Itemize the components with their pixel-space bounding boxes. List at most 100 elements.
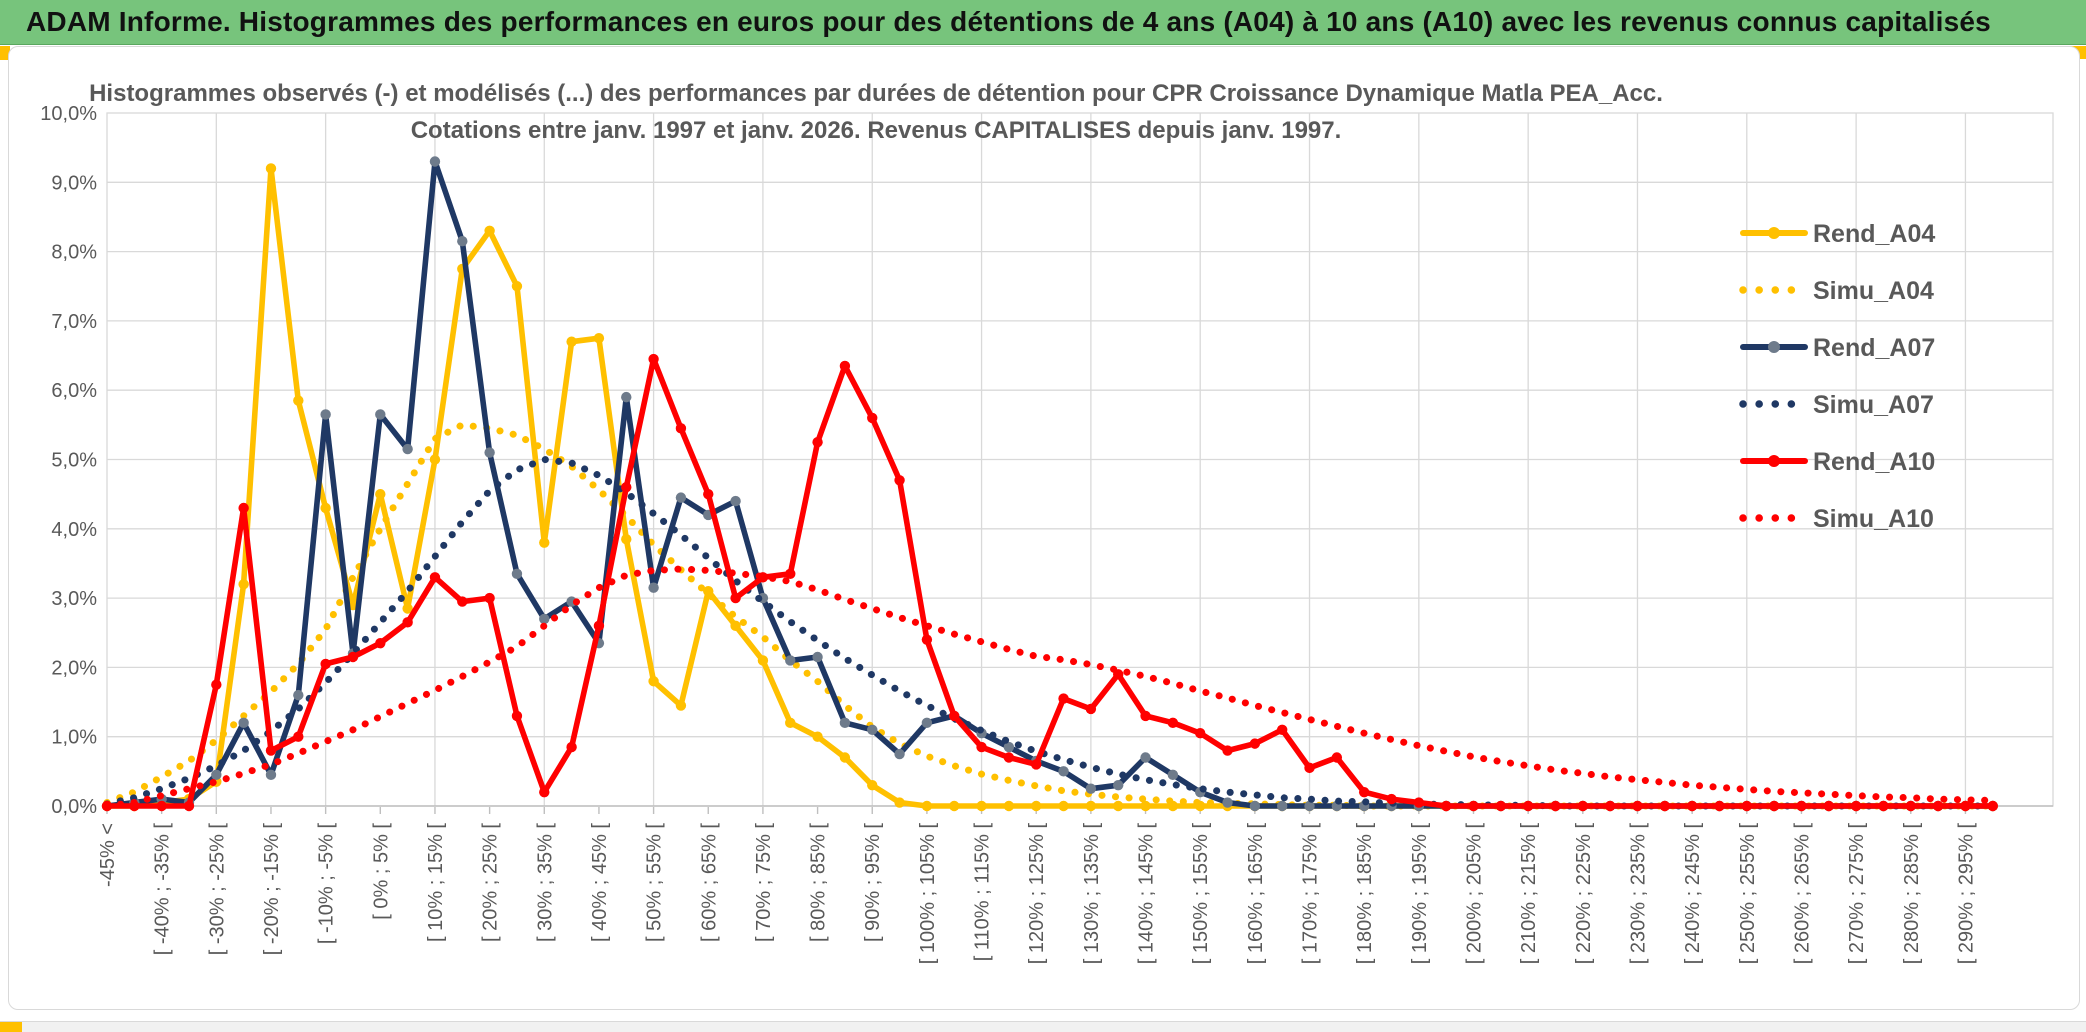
series-marker-Rend_A04 <box>402 603 413 614</box>
series-marker-Rend_A04 <box>593 333 605 344</box>
x-axis-tick-label: [ 40% ; 45% [ <box>589 823 611 942</box>
series-marker-Rend_A07 <box>293 689 304 701</box>
header-bar: ADAM Informe. Histogrammes des performan… <box>0 0 2086 45</box>
series-marker-Rend_A10 <box>1850 800 1862 812</box>
scrollbar-thumb[interactable] <box>0 1022 22 1032</box>
x-axis-tick-label: [ -10% ; -5% [ <box>316 823 338 945</box>
series-marker-Rend_A07 <box>1113 780 1124 791</box>
series-line-Simu_A04[interactable] <box>103 421 1997 810</box>
series-marker-Rend_A04 <box>1085 800 1097 812</box>
legend-item-Simu_A07[interactable]: Simu_A07 <box>1739 391 1934 419</box>
x-axis-tick-label: [ 270% ; 275% [ <box>1846 823 1868 965</box>
series-marker-Rend_A07 <box>429 156 441 167</box>
series-marker-Rend_A10 <box>183 800 195 812</box>
series-marker-Rend_A10 <box>839 360 851 372</box>
series-marker-Rend_A10 <box>976 741 987 753</box>
series-marker-Rend_A10 <box>1276 724 1288 735</box>
series-marker-Rend_A10 <box>1796 800 1807 812</box>
series-marker-Rend_A04 <box>1140 800 1151 812</box>
series-marker-Rend_A10 <box>511 710 523 722</box>
legend-item-Simu_A10[interactable]: Simu_A10 <box>1739 505 1934 533</box>
series-marker-Rend_A04 <box>484 225 495 237</box>
series-marker-Rend_A04 <box>621 533 632 545</box>
series-marker-Rend_A07 <box>511 568 523 580</box>
series-marker-Rend_A07 <box>265 769 277 781</box>
series-marker-Rend_A07 <box>1003 741 1015 753</box>
series-marker-Rend_A07 <box>675 492 687 503</box>
x-axis-tick-label: [ 110% ; 115% [ <box>972 823 994 962</box>
x-axis-tick-label: -45% < <box>97 823 119 887</box>
series-marker-Rend_A07 <box>1140 752 1151 763</box>
series-marker-Rend_A04 <box>730 620 741 632</box>
series-marker-Rend_A04 <box>511 281 523 292</box>
y-axis-tick-label: 10,0% <box>40 103 97 125</box>
series-marker-Rend_A10 <box>621 482 632 493</box>
legend-marker-sample <box>1768 341 1780 353</box>
chart-title-line1: Histogrammes observés (-) et modélisés (… <box>89 80 1663 107</box>
series-marker-Rend_A10 <box>1686 800 1698 812</box>
series-marker-Rend_A10 <box>703 488 714 500</box>
series-marker-Rend_A10 <box>320 658 331 670</box>
histogram-chart[interactable]: 0,0% 1,0% 2,0% 3,0% 4,0% 5,0% 6,0% 7,0% 8,0% 9,0%… <box>9 47 2079 1009</box>
legend-item-Rend_A10[interactable]: Rend_A10 <box>1740 448 1935 476</box>
legend-item-Simu_A04[interactable]: Simu_A04 <box>1739 277 1934 305</box>
x-axis-tick-label: [ 250% ; 255% [ <box>1737 823 1759 965</box>
series-marker-Rend_A10 <box>949 710 960 722</box>
series-marker-Rend_A10 <box>1604 800 1616 812</box>
series-marker-Rend_A07 <box>1249 800 1261 812</box>
chart-frame[interactable]: 0,0% 1,0% 2,0% 3,0% 4,0% 5,0% 6,0% 7,0% 8,0% 9,0%… <box>8 46 2080 1010</box>
series-marker-Rend_A10 <box>1659 800 1671 812</box>
chart-title-line2: Cotations entre janv. 1997 et janv. 2026… <box>411 117 1342 144</box>
y-axis-tick-label: 8,0% <box>51 242 97 264</box>
y-axis-tick-label: 7,0% <box>51 311 97 333</box>
series-marker-Rend_A10 <box>375 637 386 649</box>
x-axis-tick-label: [ -40% ; -35% [ <box>152 823 174 956</box>
legend-label: Simu_A10 <box>1813 505 1934 533</box>
series-marker-Rend_A10 <box>1249 738 1261 749</box>
series-marker-Rend_A07 <box>621 391 632 403</box>
series-marker-Rend_A10 <box>1386 793 1397 805</box>
series-marker-Rend_A10 <box>675 423 687 434</box>
x-axis-tick-label: [ 30% ; 35% [ <box>534 823 556 942</box>
series-marker-Rend_A07 <box>1304 800 1315 812</box>
series-marker-Rend_A10 <box>1468 800 1479 812</box>
legend-label: Simu_A04 <box>1813 277 1934 305</box>
legend-marker-sample <box>1768 455 1780 467</box>
series-line-Rend_A10[interactable] <box>104 356 1996 809</box>
series-marker-Rend_A10 <box>894 475 905 486</box>
series-marker-Rend_A10 <box>1331 752 1343 763</box>
series-marker-Rend_A04 <box>675 700 687 711</box>
legend-label: Rend_A10 <box>1813 448 1935 476</box>
y-axis-tick-label: 2,0% <box>51 657 97 679</box>
y-axis-tick-label: 5,0% <box>51 450 97 472</box>
series-marker-Rend_A10 <box>1495 800 1507 812</box>
series-marker-Rend_A04 <box>1031 800 1042 812</box>
series-marker-Rend_A04 <box>1058 800 1069 812</box>
x-axis-tick-label: [ 20% ; 25% [ <box>480 823 502 942</box>
series-marker-Rend_A10 <box>1085 703 1097 715</box>
series-marker-Rend_A10 <box>1222 745 1233 756</box>
x-axis-tick-label: [ 170% ; 175% [ <box>1300 823 1322 965</box>
series-marker-Rend_A07 <box>812 651 823 663</box>
x-axis-tick-label: [ 260% ; 265% [ <box>1791 823 1813 965</box>
x-axis-tick-label: [ 210% ; 215% [ <box>1518 823 1540 965</box>
series-marker-Rend_A07 <box>785 655 796 666</box>
series-marker-Rend_A10 <box>1003 752 1015 763</box>
series-marker-Rend_A04 <box>1003 800 1015 812</box>
series-marker-Rend_A04 <box>648 676 659 687</box>
series-marker-Rend_A10 <box>1768 800 1780 812</box>
x-axis-tick-label: [ 280% ; 285% [ <box>1901 823 1923 965</box>
series-marker-Rend_A07 <box>730 495 741 507</box>
y-axis-tick-label: 6,0% <box>51 380 97 402</box>
series-marker-Rend_A04 <box>976 800 987 812</box>
series-line-Simu_A10[interactable] <box>103 565 1997 810</box>
series-marker-Rend_A04 <box>812 731 823 742</box>
horizontal-scrollbar[interactable] <box>0 1021 2086 1032</box>
series-marker-Rend_A04 <box>867 780 878 791</box>
legend-item-Rend_A04[interactable]: Rend_A04 <box>1740 220 1935 248</box>
x-axis-tick-label: [ 160% ; 165% [ <box>1245 823 1267 965</box>
series-marker-Rend_A10 <box>156 800 167 812</box>
series-marker-Rend_A07 <box>1085 783 1097 794</box>
series-marker-Rend_A10 <box>1195 728 1206 739</box>
legend-item-Rend_A07[interactable]: Rend_A07 <box>1740 334 1935 362</box>
